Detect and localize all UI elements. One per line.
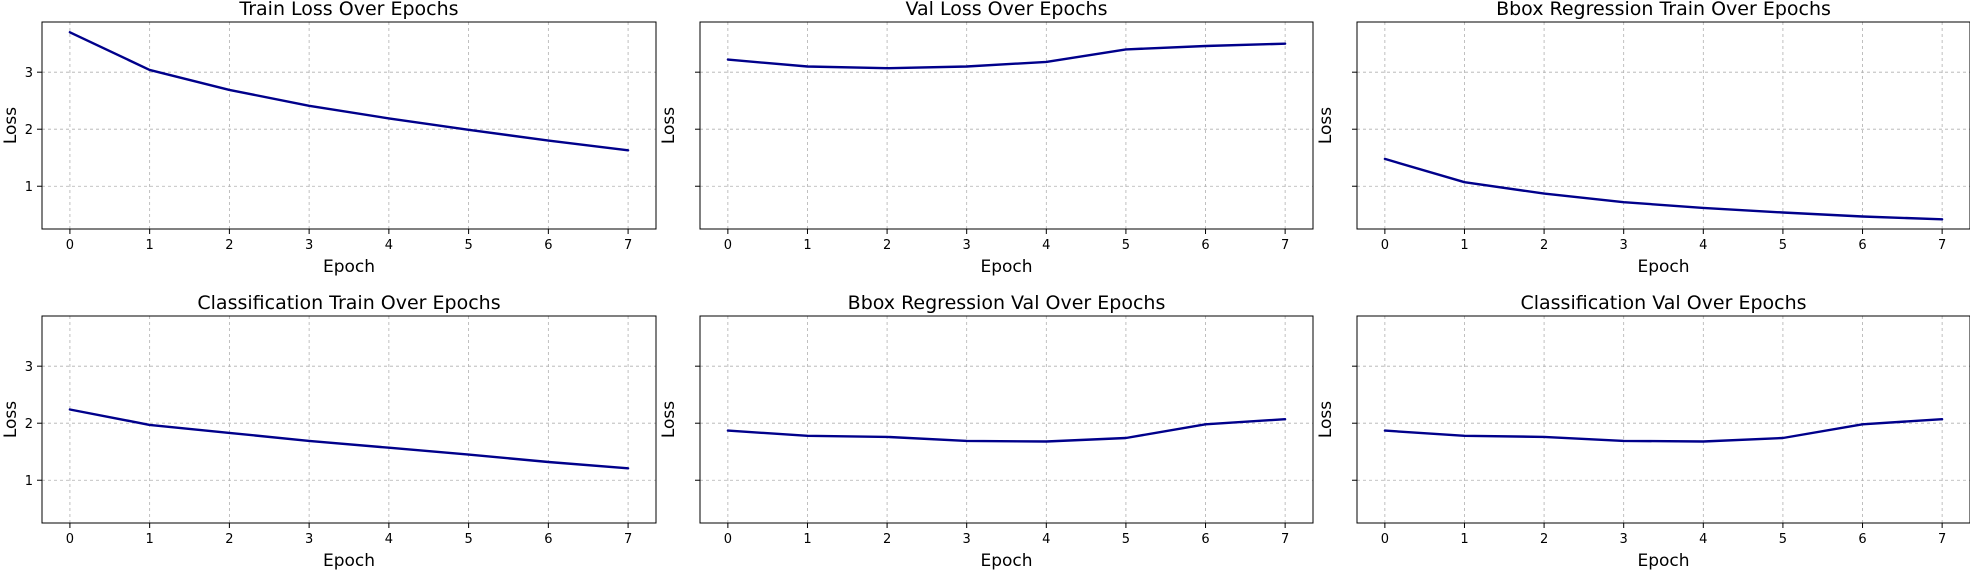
x-tick-label: 6: [544, 238, 552, 253]
chart-panel-3: 0 1 2 3 4 5 6 7 Bbox Regression Train Over Epoch…: [1316, 0, 1970, 277]
x-tick-label: 2: [1540, 238, 1548, 253]
plot-frame: [1356, 21, 1970, 230]
chart-title: Bbox Regression Val Over Epochs: [848, 292, 1166, 314]
chart-panel-4: 0 1 2 3 4 5 6 7 1 2 3 Classification Train Over Epo…: [1, 292, 657, 571]
y-axis-label: Loss: [1316, 401, 1336, 438]
x-tick-label: 4: [1042, 532, 1050, 547]
plot-frame: [41, 315, 657, 524]
y-tick-label: 1: [25, 180, 33, 195]
x-tick-label: 0: [66, 532, 74, 547]
x-tick-label: 6: [1858, 532, 1866, 547]
x-axis-label: Epoch: [323, 551, 375, 570]
x-tick-label: 7: [1281, 238, 1289, 253]
series-line-1: [726, 42, 1287, 70]
chart-panel-5: 0 1 2 3 4 5 6 7 Bbox Regression Val Over Epochs E…: [659, 292, 1314, 571]
x-tick-label: 7: [624, 532, 632, 547]
x-axis-label: Epoch: [323, 257, 375, 277]
x-tick-label: 4: [385, 532, 393, 547]
x-tick-label: 4: [1042, 238, 1050, 253]
y-tick-label: 2: [25, 417, 33, 432]
x-tick-label: 3: [1620, 238, 1628, 253]
x-tick-label: 5: [1122, 238, 1130, 253]
chart-title: Train Loss Over Epochs: [238, 0, 458, 20]
series-line-1: [68, 408, 630, 470]
x-tick-label: 5: [1122, 532, 1130, 547]
x-tick-label: 1: [146, 238, 154, 253]
chart-panel-1: 0 1 2 3 4 5 6 7 1 2 3 Train Loss Over Epochs Epoch Lo…: [1, 0, 657, 277]
x-axis-label: Epoch: [1637, 551, 1689, 570]
x-tick-label: 1: [1460, 238, 1468, 253]
chart-title: Bbox Regression Train Over Epochs: [1496, 0, 1831, 20]
x-tick-label: 2: [225, 532, 233, 547]
series-line-1: [1383, 157, 1944, 221]
y-tick-label: 1: [25, 474, 33, 489]
x-tick-label: 0: [1381, 532, 1389, 547]
x-tick-label: 6: [1201, 238, 1209, 253]
x-tick-label: 3: [305, 532, 313, 547]
x-tick-label: 1: [1460, 532, 1468, 547]
chart-title: Val Loss Over Epochs: [905, 0, 1107, 20]
x-axis-label: Epoch: [980, 257, 1032, 277]
x-tick-label: 2: [883, 238, 891, 253]
x-tick-label: 3: [963, 238, 971, 253]
x-axis-label: Epoch: [980, 551, 1032, 570]
x-tick-label: 5: [464, 238, 472, 253]
x-tick-label: 2: [883, 532, 891, 547]
x-tick-label: 5: [1779, 532, 1787, 547]
x-tick-label: 6: [1858, 238, 1866, 253]
x-tick-label: 7: [1281, 532, 1289, 547]
x-tick-label: 0: [66, 238, 74, 253]
y-axis-label: Loss: [659, 401, 679, 438]
x-tick-label: 4: [1699, 532, 1707, 547]
x-tick-label: 4: [385, 238, 393, 253]
y-tick-label: 3: [25, 66, 33, 81]
y-tick-label: 3: [25, 360, 33, 375]
x-tick-label: 0: [724, 532, 732, 547]
x-tick-label: 1: [803, 532, 811, 547]
chart-panel-6: 0 1 2 3 4 5 6 7 Classification Val Over Epochs Ep…: [1316, 292, 1970, 571]
x-tick-label: 3: [305, 238, 313, 253]
x-tick-label: 5: [1779, 238, 1787, 253]
x-tick-label: 2: [1540, 532, 1548, 547]
x-tick-label: 4: [1699, 238, 1707, 253]
x-axis-label: Epoch: [1637, 257, 1689, 277]
x-tick-label: 5: [464, 532, 472, 547]
y-axis-label: Loss: [1316, 107, 1336, 144]
x-tick-label: 6: [544, 532, 552, 547]
x-tick-label: 2: [225, 238, 233, 253]
plot-frame: [699, 21, 1314, 230]
x-tick-label: 1: [803, 238, 811, 253]
x-tick-label: 7: [1938, 238, 1946, 253]
x-tick-label: 3: [963, 532, 971, 547]
x-tick-label: 7: [624, 238, 632, 253]
chart-title: Classification Val Over Epochs: [1520, 292, 1806, 314]
x-tick-label: 7: [1938, 532, 1946, 547]
y-axis-label: Loss: [1, 401, 21, 438]
x-tick-label: 6: [1201, 532, 1209, 547]
chart-title: Classification Train Over Epochs: [197, 292, 500, 314]
plot-frame: [1356, 315, 1970, 524]
plot-frame: [699, 315, 1314, 524]
x-tick-label: 1: [146, 532, 154, 547]
x-tick-label: 0: [724, 238, 732, 253]
y-axis-label: Loss: [1, 107, 21, 144]
chart-panel-2: 0 1 2 3 4 5 6 7 Val Loss Over Epochs Epoch Loss: [659, 0, 1314, 277]
x-tick-label: 0: [1381, 238, 1389, 253]
y-tick-label: 2: [25, 123, 33, 138]
series-line-1: [1383, 418, 1944, 443]
plot-frame: [41, 21, 657, 230]
x-tick-label: 3: [1620, 532, 1628, 547]
series-line-1: [68, 31, 630, 152]
series-line-1: [726, 418, 1287, 443]
y-axis-label: Loss: [659, 107, 679, 144]
